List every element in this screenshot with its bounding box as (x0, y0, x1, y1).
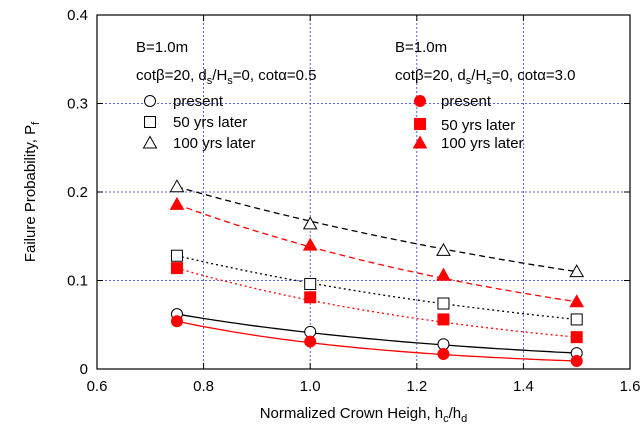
y-tick-label: 0.3 (67, 96, 88, 113)
x-axis-label: Normalized Crown Heigh, hc/hd (260, 405, 468, 425)
x-tick-label: 1.0 (300, 378, 321, 395)
data-point (302, 216, 318, 230)
data-point (570, 331, 583, 344)
legend-cot-alpha-0-5: B=1.0m cotβ=20, ds/Hs=0, cotα=0.5 presen… (136, 39, 317, 152)
data-point (169, 179, 185, 193)
ticks: 0.6 0.8 1.0 1.2 1.4 1.6 0 0.1 0.2 0.3 0.4 (67, 7, 640, 395)
legend-marker (144, 116, 156, 128)
x-tick-label: 0.6 (87, 378, 108, 395)
legend-cot-alpha-3-0: B=1.0m cotβ=20, ds/Hs=0, cotα=3.0 presen… (395, 39, 576, 152)
legend-marker (144, 95, 156, 107)
legend-item-present: present (441, 93, 492, 110)
data-point (169, 196, 185, 210)
data-point (170, 249, 183, 262)
series-curve (176, 255, 577, 321)
legend-title-line1: B=1.0m (395, 39, 447, 56)
legend-marker (414, 118, 426, 130)
y-tick-label: 0.4 (67, 7, 88, 24)
x-tick-label: 1.4 (513, 378, 534, 395)
legend-item-present: present (173, 93, 224, 110)
legend-marker (414, 95, 426, 107)
data-point (437, 297, 450, 310)
legend-item-50-yrs: 50 yrs later (441, 117, 515, 134)
data-point (304, 335, 317, 348)
data-point (170, 262, 183, 275)
data-point (569, 294, 585, 308)
legend-item-50-yrs: 50 yrs later (173, 114, 247, 131)
data-point (170, 315, 183, 328)
y-tick-label: 0.2 (67, 184, 88, 201)
grid (97, 15, 630, 369)
data-point (569, 264, 585, 278)
legend-title-line1: B=1.0m (136, 39, 188, 56)
x-tick-label: 1.2 (406, 378, 427, 395)
x-tick-label: 0.8 (193, 378, 214, 395)
legend-title-line2: cotβ=20, ds/Hs=0, cotα=0.5 (136, 67, 317, 87)
data-point (437, 347, 450, 360)
legend-marker (142, 135, 158, 149)
data-point (570, 355, 583, 368)
legend-item-100-yrs: 100 yrs later (173, 135, 256, 152)
data-point (437, 313, 450, 326)
data-point (304, 291, 317, 304)
data-markers (169, 179, 585, 368)
series-curve (176, 267, 577, 338)
data-point (436, 242, 451, 256)
legend-markers (142, 95, 428, 149)
fit-curves (176, 186, 577, 362)
data-point (302, 237, 318, 251)
series-curve (176, 313, 577, 354)
y-tick-label: 0 (80, 361, 88, 378)
y-tick-label: 0.1 (67, 273, 88, 290)
series-curve (176, 203, 577, 303)
legend-marker (412, 135, 428, 149)
data-point (436, 267, 451, 281)
data-point (570, 313, 583, 326)
series-curve (176, 320, 577, 362)
legend-title-line2: cotβ=20, ds/Hs=0, cotα=3.0 (395, 67, 576, 87)
y-axis-label: Failure Probability, Pf (22, 121, 42, 262)
series-curve (176, 186, 577, 273)
x-tick-label: 1.6 (620, 378, 641, 395)
data-point (304, 278, 317, 291)
legend-item-100-yrs: 100 yrs later (441, 135, 524, 152)
